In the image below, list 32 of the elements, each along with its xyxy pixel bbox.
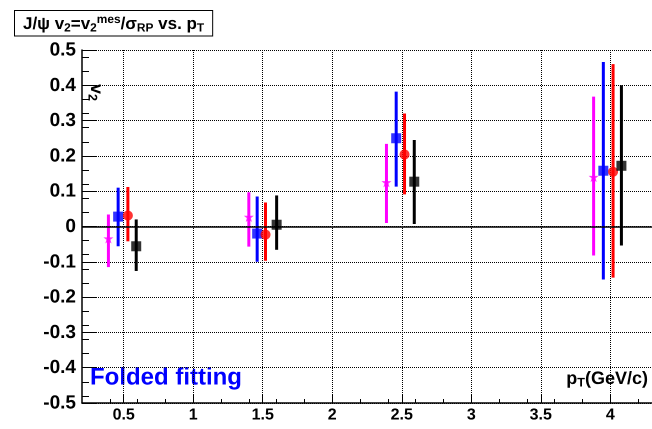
point (608, 166, 618, 177)
y-tick-label: -0.1 (43, 251, 76, 272)
y-tick-label: 0.2 (50, 145, 76, 166)
y-tick-label: 0.4 (50, 74, 76, 96)
x-tick-label: 1 (188, 406, 198, 424)
point (252, 228, 262, 239)
x-tick-label: 1.5 (252, 406, 274, 424)
x-tick-label: 2.5 (390, 406, 413, 424)
annotation: Folded fitting (90, 364, 242, 390)
point (260, 230, 271, 240)
y-axis-title: v2 (86, 84, 107, 102)
point (598, 166, 608, 176)
y-tick-label: -0.4 (43, 357, 76, 378)
x-tick-label: 3.5 (530, 406, 552, 424)
point (409, 176, 420, 187)
y-tick-label: 0.3 (50, 110, 76, 132)
y-tick-label: 0.5 (50, 40, 76, 60)
y-tick-label: -0.2 (43, 286, 76, 308)
point (122, 210, 133, 221)
y-tick-label: 0.1 (50, 180, 76, 202)
x-tick-label: 2 (328, 406, 337, 424)
x-tick-label: 4 (606, 406, 615, 424)
y-tick-label: 0 (65, 216, 76, 237)
point (113, 212, 124, 222)
point (131, 241, 142, 252)
point (391, 133, 402, 144)
y-tick-label: -0.5 (43, 392, 76, 414)
point (400, 149, 410, 160)
x-tick-label: 0.5 (112, 406, 135, 424)
y-tick-label: -0.3 (43, 322, 76, 343)
point (616, 160, 626, 171)
x-tick-label: 3 (466, 406, 476, 424)
